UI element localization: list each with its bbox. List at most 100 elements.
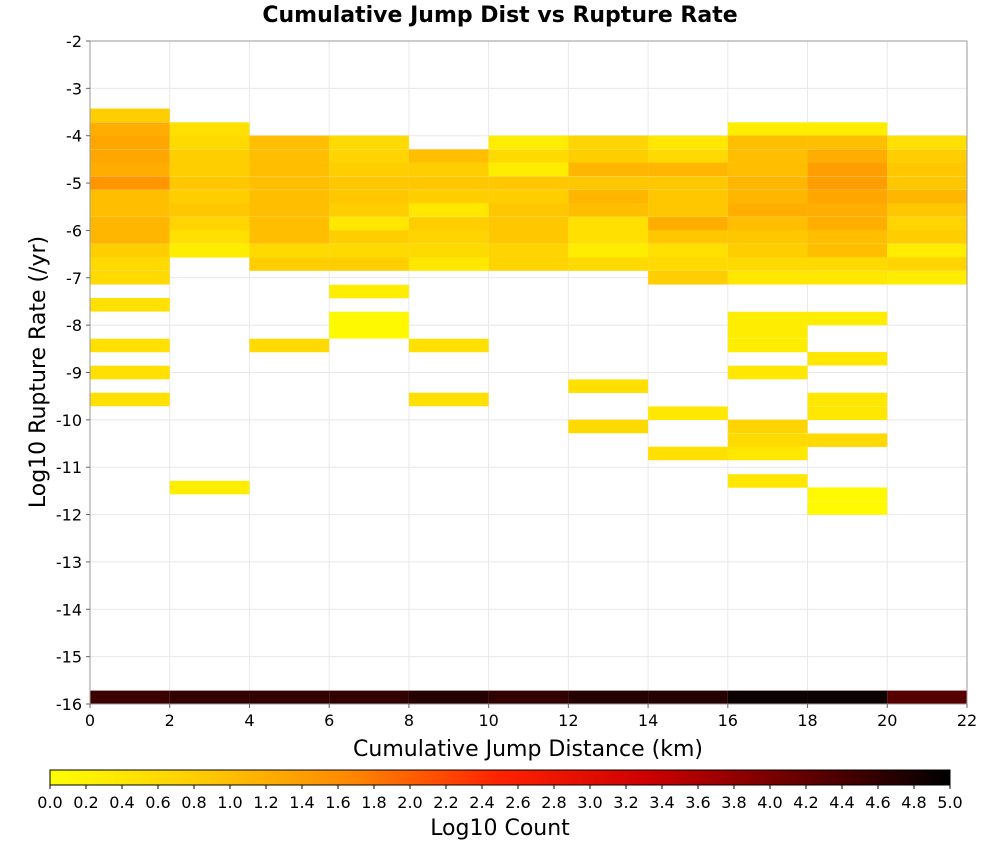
colorbar-tick-label: 0.4 <box>109 793 134 812</box>
heatmap-cell <box>488 203 569 217</box>
heatmap-cell <box>169 230 250 244</box>
x-tick-label: 4 <box>244 711 254 730</box>
heatmap-cell <box>727 433 808 447</box>
heatmap-cell <box>329 135 409 150</box>
heatmap-cell <box>807 122 888 136</box>
heatmap-cell <box>488 190 569 204</box>
heatmap-cell <box>408 217 489 231</box>
heatmap-cell <box>90 244 170 258</box>
heatmap-cell <box>807 433 888 447</box>
heatmap-cell <box>90 190 170 204</box>
heatmap-cell <box>249 149 330 163</box>
heatmap-cell <box>90 298 170 312</box>
heatmap-cell <box>169 190 250 204</box>
heatmap-cell <box>887 230 967 244</box>
heatmap-cell <box>90 203 170 217</box>
heatmap-cell <box>408 176 489 190</box>
x-tick-label: 10 <box>478 711 498 730</box>
heatmap-cell <box>887 203 967 217</box>
heatmap-cell <box>488 149 569 163</box>
heatmap-cell <box>648 446 728 461</box>
heatmap-cell <box>648 190 728 204</box>
heatmap-cell <box>807 149 888 163</box>
y-tick-label: -12 <box>56 506 82 525</box>
heatmap-cell <box>727 162 808 177</box>
y-tick-label: -6 <box>66 221 82 240</box>
y-tick-label: -4 <box>66 127 82 146</box>
heatmap-cell <box>329 325 409 339</box>
heatmap-cell <box>887 690 967 705</box>
heatmap-cell <box>807 203 888 217</box>
heatmap-cell <box>408 244 489 258</box>
heatmap-cell <box>648 176 728 190</box>
heatmap-cell <box>90 217 170 231</box>
heatmap-cell <box>329 162 409 177</box>
heatmap-cell <box>488 230 569 244</box>
x-tick-label: 8 <box>404 711 414 730</box>
colorbar-tick-label: 5.0 <box>937 793 962 812</box>
colorbar-tick-label: 1.0 <box>217 793 242 812</box>
colorbar-tick-label: 2.4 <box>469 793 494 812</box>
colorbar-label: Log10 Count <box>430 816 570 841</box>
y-tick-label: -13 <box>56 553 82 572</box>
heatmap-cell <box>488 257 569 271</box>
colorbar-tick-label: 3.6 <box>685 793 710 812</box>
heatmap-cell <box>90 135 170 150</box>
colorbar-tick-label: 1.6 <box>325 793 350 812</box>
heatmap-cell <box>90 230 170 244</box>
y-axis-ticks: -2 -3 -4 -5 -6 -7 -8 -9 -10 -11 -12 -13 -14 -15 -16 <box>56 32 90 714</box>
colorbar-tick-label: 0.0 <box>37 793 62 812</box>
heatmap-cell <box>249 190 330 204</box>
heatmap-cell <box>329 311 409 326</box>
colorbar-tick-label: 2.2 <box>433 793 458 812</box>
heatmap-cell <box>727 446 808 461</box>
heatmap-cell <box>727 257 808 271</box>
heatmap-cell <box>807 176 888 190</box>
heatmap-cell <box>249 244 330 258</box>
heatmap-cell <box>727 230 808 244</box>
heatmap-cell <box>568 257 649 271</box>
heatmap-cell <box>887 271 967 285</box>
heatmap-cell <box>90 338 170 353</box>
heatmap-cell <box>727 135 808 150</box>
y-tick-label: -16 <box>56 695 82 714</box>
heatmap-cell <box>329 203 409 217</box>
heatmap-cell <box>329 176 409 190</box>
heatmap-cell <box>169 176 250 190</box>
heatmap-cell <box>887 217 967 231</box>
y-tick-label: -15 <box>56 648 82 667</box>
heatmap-cell <box>887 162 967 177</box>
heatmap-cell <box>807 487 888 501</box>
heatmap-cell <box>488 135 569 150</box>
heatmap-cell <box>887 176 967 190</box>
heatmap-cell <box>807 257 888 271</box>
heatmap-cell <box>648 406 728 420</box>
x-tick-label: 20 <box>877 711 897 730</box>
heatmap-cell <box>727 474 808 488</box>
heatmap-cell <box>807 406 888 420</box>
heatmap-cell <box>329 244 409 258</box>
heatmap-cell <box>648 690 728 705</box>
x-tick-label: 18 <box>797 711 817 730</box>
heatmap-cell <box>329 149 409 163</box>
heatmap-cell <box>807 230 888 244</box>
heatmap-cell <box>807 311 888 326</box>
plot-area <box>89 40 968 705</box>
heatmap-cell <box>90 108 170 123</box>
heatmap-cell <box>568 690 649 705</box>
heatmap-cell <box>249 338 330 353</box>
heatmap-cell <box>329 690 409 705</box>
x-tick-label: 12 <box>558 711 578 730</box>
colorbar: 0.0 0.2 0.4 0.6 0.8 1.0 1.2 1.4 1.6 1.8 2.0 2.2 2.4 2… <box>37 769 963 841</box>
y-tick-label: -11 <box>56 458 82 477</box>
heatmap-cell <box>807 217 888 231</box>
heatmap-cell <box>727 149 808 163</box>
heatmap-cell <box>807 135 888 150</box>
heatmap-cell <box>807 190 888 204</box>
y-tick-label: -2 <box>66 32 82 51</box>
heatmap-cell <box>90 257 170 271</box>
heatmap-cell <box>169 135 250 150</box>
heatmap-cell <box>329 257 409 271</box>
colorbar-ticks: 0.0 0.2 0.4 0.6 0.8 1.0 1.2 1.4 1.6 1.8 2.0 2.2 2.4 2… <box>37 785 963 812</box>
